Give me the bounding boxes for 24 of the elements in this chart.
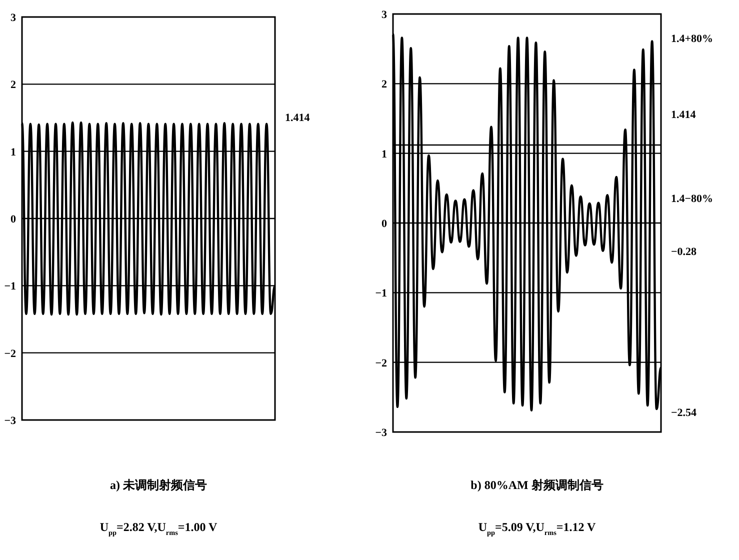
y-tick-label: 1	[10, 146, 16, 158]
y-tick-label: −2	[375, 357, 388, 370]
text: −0.28	[671, 246, 698, 258]
y-tick-label: −3	[4, 415, 16, 427]
y-tick-label: −2	[4, 348, 16, 360]
y-tick-label: 3	[382, 9, 388, 21]
y-tick-label: 3	[10, 12, 16, 24]
text: b) 80%AM 射频调制信号	[470, 478, 604, 492]
y-tick-label: 0	[382, 218, 388, 230]
y-tick-label: −3	[375, 427, 388, 439]
text: 1.4−80%	[671, 193, 714, 205]
text: U$_{pp}$=5.09 V,U$_{rms}$=1.12 V	[478, 520, 596, 537]
y-tick-label: 1	[382, 148, 387, 160]
text: 1.4+80%	[671, 33, 714, 45]
text: 1.414	[671, 109, 696, 121]
text: −2.54	[671, 407, 698, 419]
text: U$_{pp}$=2.82 V,U$_{rms}$=1.00 V	[100, 520, 218, 537]
text: a) 未调制射频信号	[110, 478, 207, 492]
y-tick-label: 2	[382, 78, 388, 91]
y-tick-label: −1	[375, 288, 387, 300]
y-tick-label: 2	[10, 79, 16, 92]
y-tick-label: 0	[10, 214, 16, 226]
text: 1.414	[285, 112, 310, 124]
y-tick-label: −1	[4, 280, 16, 293]
